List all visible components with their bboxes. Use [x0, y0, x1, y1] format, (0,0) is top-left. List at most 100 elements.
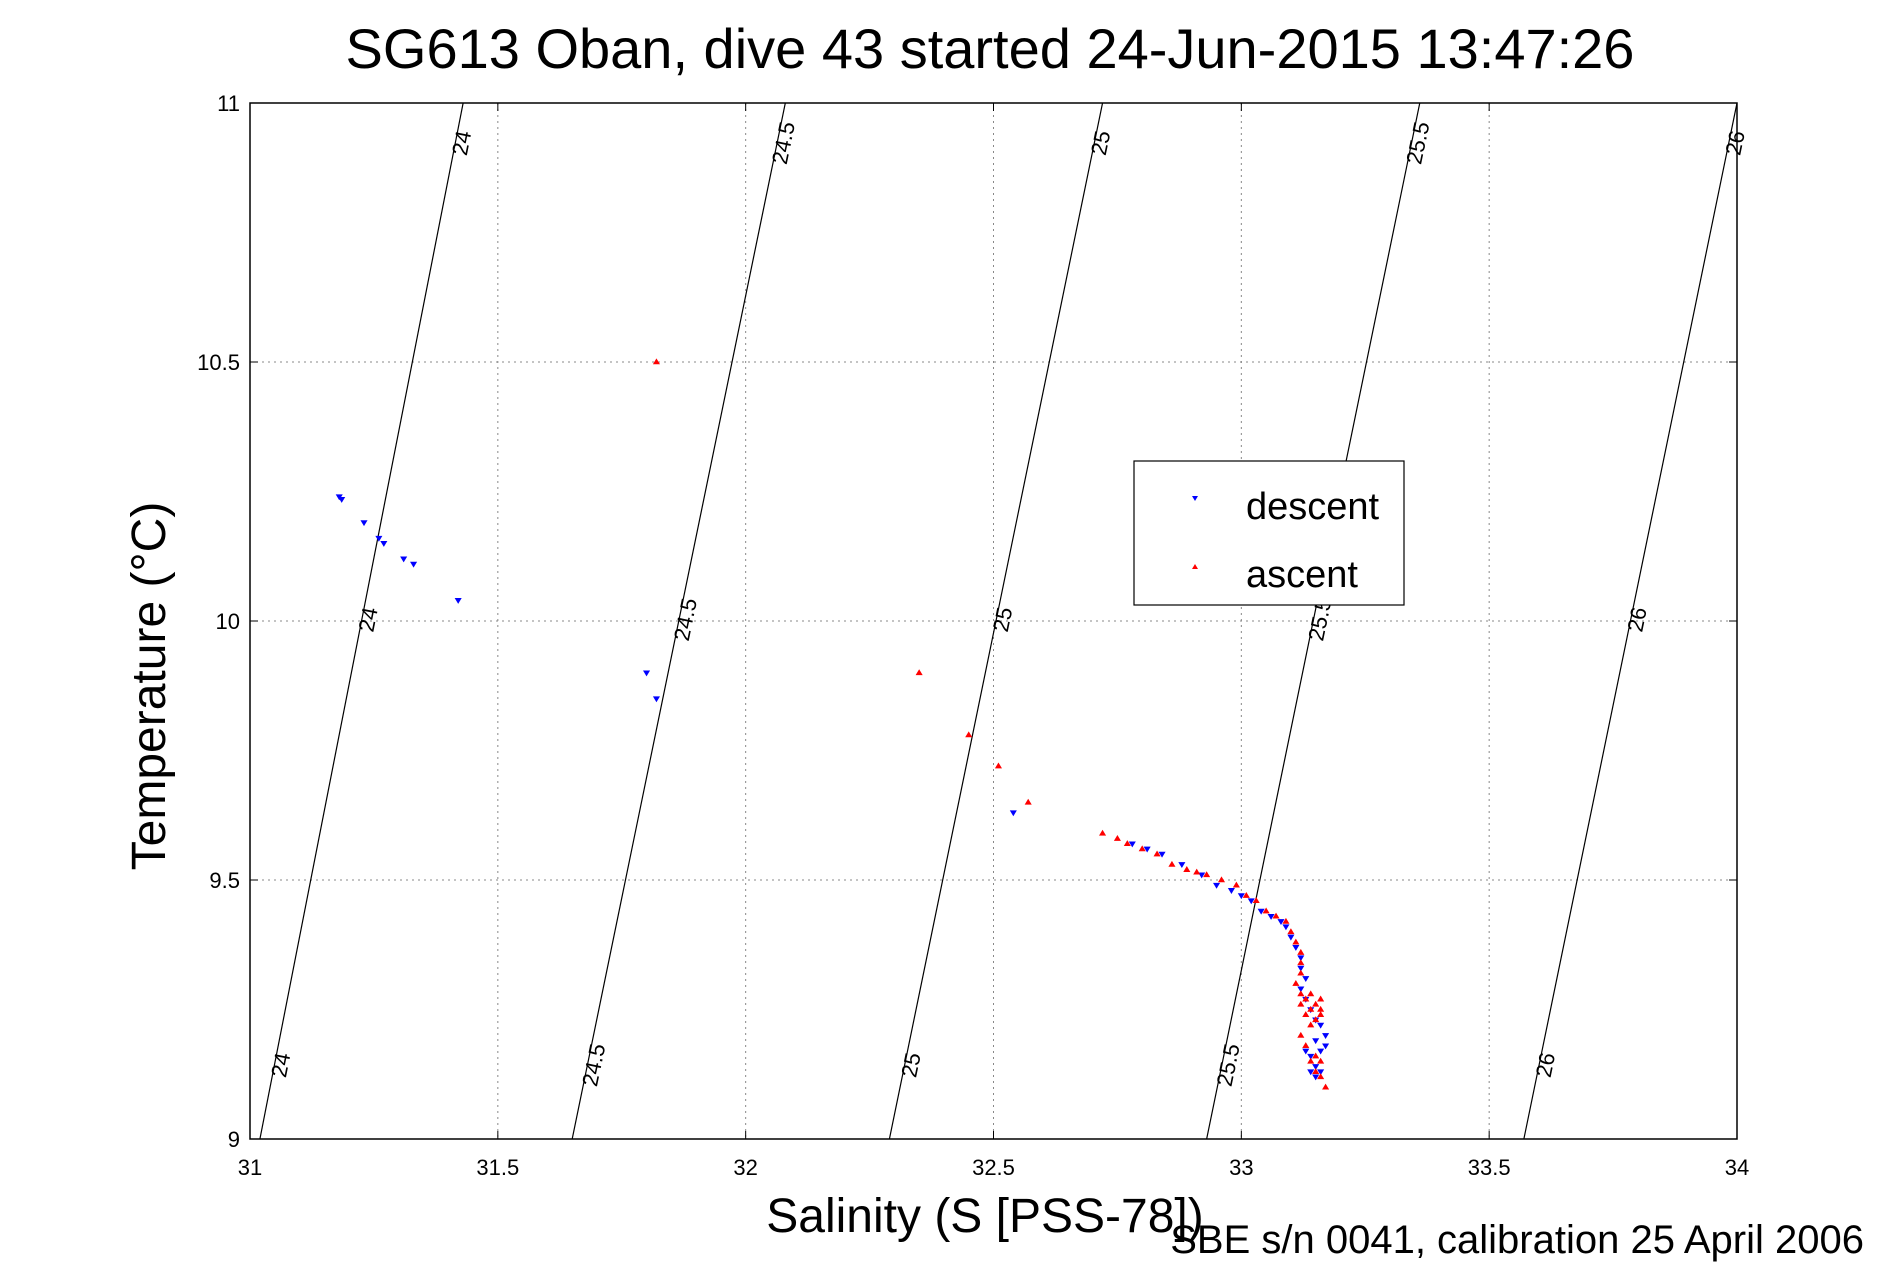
descent-point: [338, 496, 346, 503]
grid-lines: [250, 103, 1737, 1139]
ascent-point: [994, 762, 1002, 769]
ascent-point: [1307, 990, 1315, 997]
descent-point: [1198, 872, 1206, 879]
descent-point: [360, 520, 368, 527]
ascent-point: [1317, 1073, 1325, 1080]
ascent-point: [1297, 1031, 1305, 1038]
isopycnal-line: [888, 102, 1104, 1140]
descent-point: [1297, 986, 1305, 993]
legend-label-ascent: ascent: [1246, 554, 1358, 596]
ascent-point: [1292, 938, 1300, 945]
descent-point: [1287, 934, 1295, 941]
legend-marker-ascent: [1192, 564, 1198, 569]
x-tick-label: 31.5: [476, 1155, 519, 1180]
descent-point: [1213, 882, 1221, 889]
ascent-point: [1307, 1021, 1315, 1028]
descent-point: [1178, 862, 1186, 869]
descent-point: [1312, 1074, 1320, 1081]
descent-point: [1317, 1048, 1325, 1055]
isopycnal-label: 26: [1622, 605, 1651, 634]
ascent-point: [1099, 829, 1107, 836]
ascent-point: [1322, 1083, 1330, 1090]
ascent-point: [1307, 1057, 1315, 1064]
isopycnal-label: 26: [1531, 1050, 1560, 1079]
descent-point: [1297, 965, 1305, 972]
ascent-point: [1297, 959, 1305, 966]
descent-point: [1237, 893, 1245, 900]
calibration-note: SBE s/n 0041, calibration 25 April 2006: [1170, 1218, 1864, 1262]
descent-point: [1009, 810, 1017, 817]
y-tick-label: 9.5: [209, 868, 240, 893]
descent-point: [1267, 913, 1275, 920]
descent-point: [1312, 1038, 1320, 1045]
isopycnal-label: 24: [447, 129, 476, 158]
ascent-point: [1138, 845, 1146, 852]
descent-point: [1307, 1069, 1315, 1076]
ascent-point: [1217, 876, 1226, 883]
legend: descent ascent: [1133, 460, 1405, 606]
ascent-point: [1282, 917, 1290, 924]
x-tick-label: 31: [238, 1155, 262, 1180]
legend-box: [1133, 460, 1405, 606]
x-tick-label: 33.5: [1468, 1155, 1511, 1180]
x-tick-label: 34: [1725, 1155, 1749, 1180]
ascent-point: [1113, 834, 1121, 841]
ascent-point: [1317, 995, 1325, 1002]
ascent-point: [1317, 1011, 1325, 1017]
descent-point: [1277, 919, 1285, 926]
axis-ticks: 31 31.5 32 32.5 33 33.5 34 9 9.5 10 10.5 11: [197, 91, 1749, 1180]
ascent-point: [1287, 928, 1295, 935]
descent-point: [1227, 888, 1235, 894]
ascent-point: [1302, 995, 1310, 1002]
descent-point: [1282, 924, 1290, 931]
legend-label-descent: descent: [1246, 486, 1380, 528]
descent-point: [1143, 846, 1151, 853]
isopycnal-label: 25: [1086, 128, 1115, 157]
y-tick-label: 11: [217, 91, 240, 116]
ascent-point: [1302, 1011, 1310, 1017]
descent-point: [1322, 1043, 1330, 1050]
descent-point: [454, 597, 462, 604]
x-tick-label: 32: [733, 1155, 757, 1180]
descent-point: [1307, 1053, 1315, 1060]
ascent-point: [1193, 868, 1201, 875]
y-tick-label: 9: [228, 1127, 240, 1152]
descent-point: [1322, 1033, 1330, 1039]
descent-point: [1302, 1048, 1310, 1055]
y-tick-label: 10.5: [197, 350, 240, 375]
descent-point: [380, 541, 388, 547]
isopycnal-label: 26: [1720, 128, 1749, 157]
ascent-point: [1307, 1005, 1315, 1012]
y-axis-label: Temperature (°C): [123, 502, 176, 871]
descent-point: [643, 670, 651, 677]
descent-point: [1247, 898, 1255, 905]
legend-marker-descent: [1192, 496, 1198, 501]
isopycnal-line: [571, 102, 786, 1140]
ascent-point: [1272, 912, 1280, 919]
isopycnal-line: [1523, 102, 1738, 1140]
ascent-point: [1262, 907, 1270, 914]
descent-point: [1317, 1069, 1325, 1076]
ascent-point: [1252, 897, 1260, 904]
descent-point: [1292, 945, 1300, 951]
ascent-point: [1312, 1052, 1320, 1059]
ascent-point: [1297, 1000, 1305, 1007]
ascent-point: [1232, 881, 1240, 888]
ascent-point: [1183, 866, 1191, 872]
x-axis-label: Salinity (S [PSS-78]): [766, 1190, 1203, 1243]
descent-point: [1257, 908, 1265, 915]
ascent-point: [915, 669, 923, 676]
descent-point: [1302, 976, 1310, 983]
ascent-point: [1312, 1000, 1320, 1007]
x-tick-label: 33: [1229, 1155, 1253, 1180]
ascent-point: [652, 358, 660, 365]
descent-point: [652, 696, 660, 703]
descent-point: [1317, 1022, 1325, 1029]
ascent-point: [1024, 798, 1032, 805]
isopycnal-label: 25: [896, 1050, 925, 1079]
descent-point: [1312, 1064, 1320, 1071]
ascent-point: [1203, 871, 1211, 878]
x-tick-label: 32.5: [972, 1155, 1015, 1180]
ascent-point: [1168, 860, 1176, 867]
